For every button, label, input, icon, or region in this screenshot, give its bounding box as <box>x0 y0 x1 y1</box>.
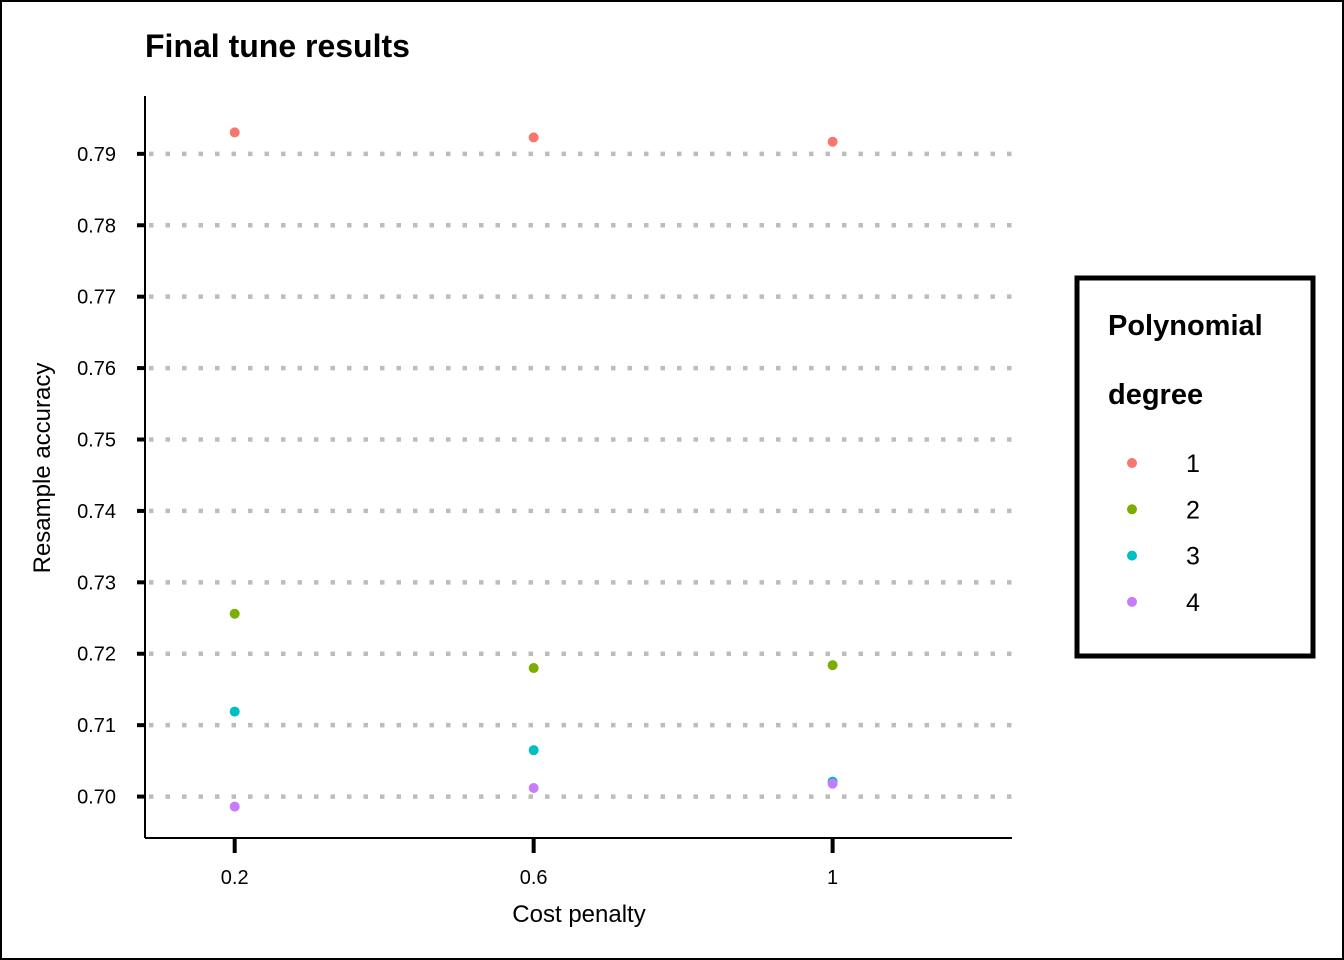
y-tick-label: 0.71 <box>77 715 116 737</box>
data-point-degree-4 <box>229 801 240 812</box>
y-tick-label: 0.73 <box>77 572 116 594</box>
legend-label-1: 1 <box>1186 450 1200 478</box>
data-point-degree-2 <box>229 608 240 619</box>
data-points <box>229 127 838 812</box>
legend-box <box>1074 275 1316 659</box>
data-point-degree-3 <box>229 706 240 717</box>
data-point-degree-1 <box>229 127 240 138</box>
y-tick-label: 0.72 <box>77 644 116 666</box>
chart-title: Final tune results <box>145 28 410 64</box>
x-tick-label: 1 <box>827 867 838 889</box>
x-axis-label: Cost penalty <box>512 901 645 928</box>
y-tick-label: 0.70 <box>77 787 116 809</box>
y-tick-label: 0.76 <box>77 358 116 380</box>
legend: Polynomial degree 1 2 3 4 <box>1074 275 1316 659</box>
legend-key-2 <box>1127 504 1137 515</box>
y-tick-label: 0.77 <box>77 287 116 309</box>
y-tick-label: 0.78 <box>77 215 116 237</box>
data-point-degree-1 <box>827 136 838 147</box>
y-tick-label: 0.79 <box>77 144 116 166</box>
data-point-degree-2 <box>528 663 539 674</box>
y-axis-label: Resample accuracy <box>29 363 56 574</box>
legend-key-1 <box>1127 458 1137 468</box>
y-tick-label: 0.75 <box>77 430 116 452</box>
data-point-degree-4 <box>827 778 838 789</box>
data-point-degree-1 <box>528 132 539 143</box>
legend-label-4: 4 <box>1186 589 1200 617</box>
gridlines <box>149 151 1012 799</box>
x-tick-label: 0.6 <box>520 867 548 889</box>
legend-label-3: 3 <box>1186 543 1200 571</box>
legend-items: 1 2 3 4 <box>1127 450 1200 617</box>
y-tick-label: 0.74 <box>77 501 116 523</box>
x-tick-label: 0.2 <box>221 867 249 889</box>
axes: 0.70 0.71 0.72 0.73 0.74 0.75 0.76 0.77 0.78 0.79… <box>77 96 1012 889</box>
data-point-degree-3 <box>528 745 539 756</box>
legend-key-4 <box>1127 596 1137 607</box>
data-point-degree-2 <box>827 660 838 671</box>
data-point-degree-4 <box>528 783 539 794</box>
legend-label-2: 2 <box>1186 496 1200 524</box>
legend-key-3 <box>1127 550 1137 561</box>
legend-title-line-1: Polynomial <box>1108 310 1263 342</box>
legend-title-line-2: degree <box>1108 379 1203 411</box>
